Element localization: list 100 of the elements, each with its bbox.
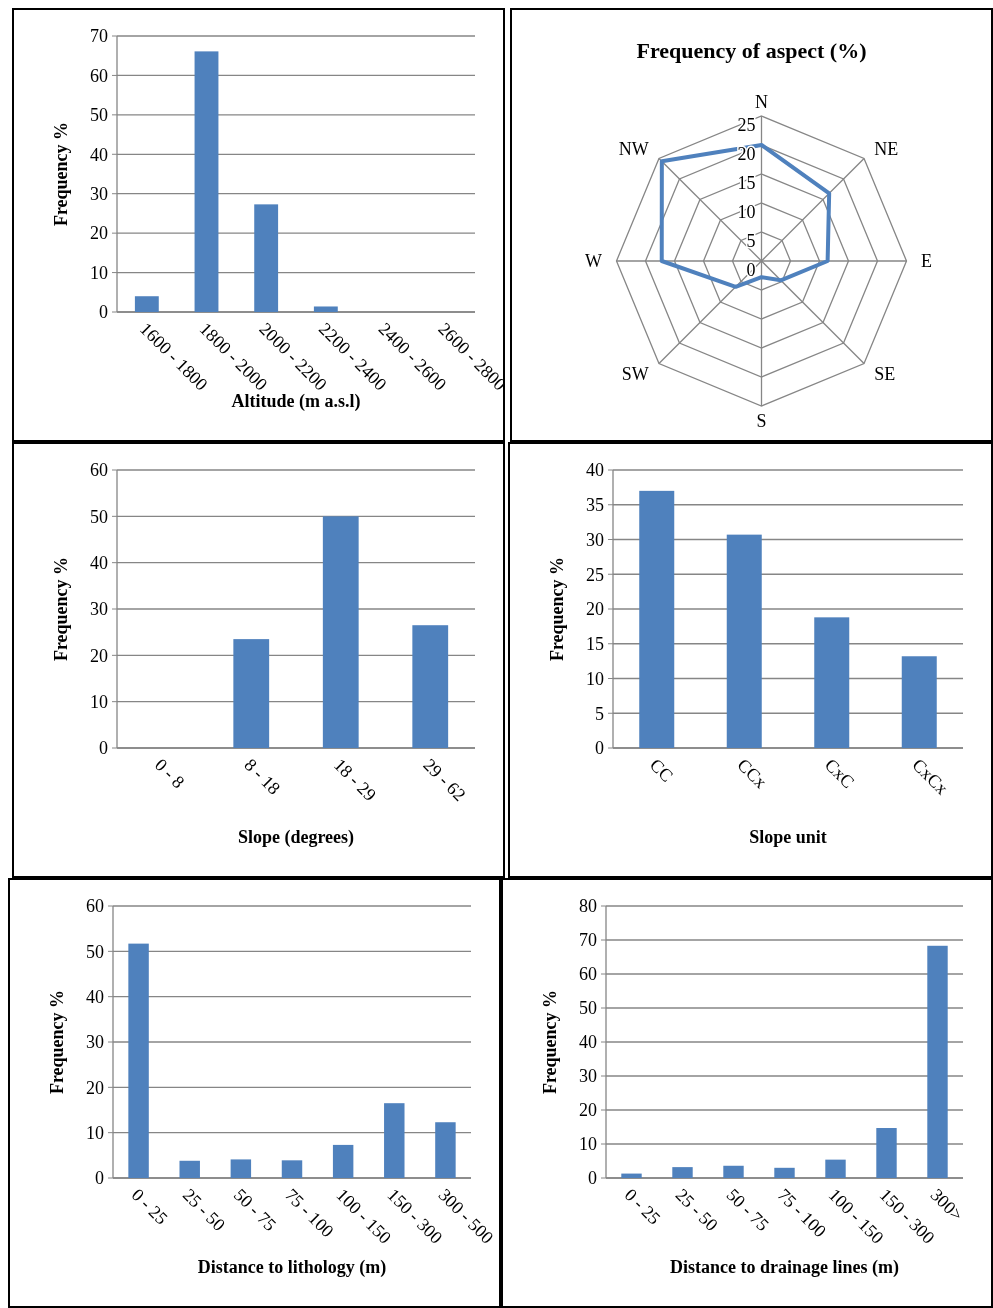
y-tick-label: 30	[90, 599, 108, 620]
y-tick-label: 30	[586, 529, 604, 550]
y-tick-label: 40	[90, 144, 108, 165]
x-tick-label: 50 - 75	[230, 1184, 281, 1235]
bar	[134, 296, 159, 312]
x-axis-title: Altitude (m a.s.l)	[231, 391, 361, 412]
x-tick-label: 300>	[926, 1184, 968, 1226]
y-axis-title: Frequency %	[51, 121, 71, 227]
y-tick-label: 30	[90, 184, 108, 205]
bar	[435, 1122, 456, 1178]
y-tick-label: 15	[586, 634, 604, 655]
y-tick-label: 80	[579, 896, 597, 917]
x-tick-label: 0 - 8	[150, 754, 189, 793]
bar	[233, 639, 270, 748]
y-tick-label: 60	[579, 964, 597, 985]
bar	[814, 617, 850, 748]
y-tick-label: 60	[90, 460, 108, 481]
y-tick-label: 5	[746, 231, 756, 252]
bar	[313, 306, 338, 312]
x-tick-label: 29 - 62	[419, 754, 470, 805]
y-tick-label: 0	[595, 738, 604, 759]
x-tick-label: 25 - 50	[671, 1184, 722, 1235]
x-axis-title: Distance to lithology (m)	[197, 1257, 387, 1278]
y-tick-label: 30	[86, 1032, 104, 1053]
x-tick-label: 0 - 25	[127, 1184, 172, 1229]
spoke-label: N	[755, 91, 768, 112]
y-tick-label: 40	[579, 1032, 597, 1053]
bar	[639, 490, 675, 748]
spoke-label: NW	[618, 138, 649, 159]
y-tick-label: 10	[90, 691, 108, 712]
y-tick-label: 25	[586, 564, 604, 585]
y-tick-label: 0	[99, 738, 108, 759]
y-axis-title: Frequency %	[547, 556, 567, 662]
bar	[281, 1160, 303, 1178]
x-tick-label: CCx	[733, 754, 771, 793]
y-tick-label: 70	[90, 26, 108, 47]
y-axis-title: Frequency %	[540, 989, 560, 1095]
y-tick-label: 50	[579, 998, 597, 1019]
bar	[927, 945, 948, 1178]
bar	[230, 1159, 252, 1178]
bar	[723, 1165, 744, 1178]
bar	[194, 51, 219, 312]
y-axis-title: Frequency %	[51, 556, 71, 662]
y-tick-label: 0	[99, 302, 108, 323]
bar	[774, 1167, 795, 1178]
bar	[412, 625, 449, 748]
x-axis-title: Slope unit	[749, 827, 827, 847]
bar	[384, 1103, 405, 1178]
y-tick-label: 50	[90, 105, 108, 126]
y-tick-label: 25	[737, 115, 756, 136]
bar	[128, 943, 149, 1178]
spoke-label: S	[756, 410, 767, 431]
y-tick-label: 0	[746, 260, 756, 281]
y-tick-label: 20	[737, 144, 756, 165]
y-tick-label: 20	[90, 645, 108, 666]
x-axis-title: Distance to drainage lines (m)	[670, 1257, 899, 1278]
spoke-label: W	[585, 251, 602, 272]
y-tick-label: 50	[90, 506, 108, 527]
x-tick-label: 75 - 100	[773, 1184, 831, 1242]
y-tick-label: 60	[90, 65, 108, 86]
y-tick-label: 10	[579, 1134, 597, 1155]
y-tick-label: 10	[90, 262, 108, 283]
bar	[726, 534, 762, 748]
bar	[672, 1167, 693, 1178]
y-tick-label: 30	[579, 1066, 597, 1087]
y-tick-label: 20	[86, 1077, 104, 1098]
y-tick-label: 5	[595, 703, 604, 724]
y-tick-label: 0	[588, 1168, 597, 1189]
x-axis-title: Slope (degrees)	[237, 827, 355, 848]
spoke-label: SW	[621, 364, 649, 385]
x-tick-label: 0 - 25	[620, 1184, 665, 1229]
y-tick-label: 60	[86, 896, 104, 917]
y-tick-label: 70	[579, 930, 597, 951]
bar	[825, 1159, 846, 1178]
y-tick-label: 20	[90, 223, 108, 244]
bar	[876, 1128, 897, 1178]
bar	[254, 204, 279, 312]
y-tick-label: 10	[737, 202, 756, 223]
spoke-label: E	[921, 251, 932, 272]
bar	[332, 1144, 354, 1178]
y-tick-label: 15	[737, 173, 756, 194]
y-tick-label: 20	[586, 599, 604, 620]
y-tick-label: 10	[586, 668, 604, 689]
y-tick-label: 10	[86, 1122, 104, 1143]
y-tick-label: 0	[95, 1168, 104, 1189]
bar	[179, 1160, 200, 1178]
y-axis-title: Frequency %	[47, 989, 67, 1095]
y-tick-label: 40	[586, 460, 604, 481]
chart-title: Frequency of aspect (%)	[636, 38, 867, 63]
spoke-label: NE	[874, 138, 899, 159]
y-tick-label: 50	[86, 941, 104, 962]
x-tick-label: CxC	[820, 754, 859, 793]
spoke-label: SE	[874, 364, 896, 385]
bar	[322, 516, 359, 748]
x-tick-label: 25 - 50	[178, 1184, 230, 1235]
x-tick-label: 50 - 75	[722, 1184, 773, 1235]
bar	[621, 1173, 642, 1178]
x-tick-label: 8 - 18	[240, 754, 285, 799]
y-tick-label: 40	[90, 552, 108, 573]
y-tick-label: 35	[586, 495, 604, 516]
